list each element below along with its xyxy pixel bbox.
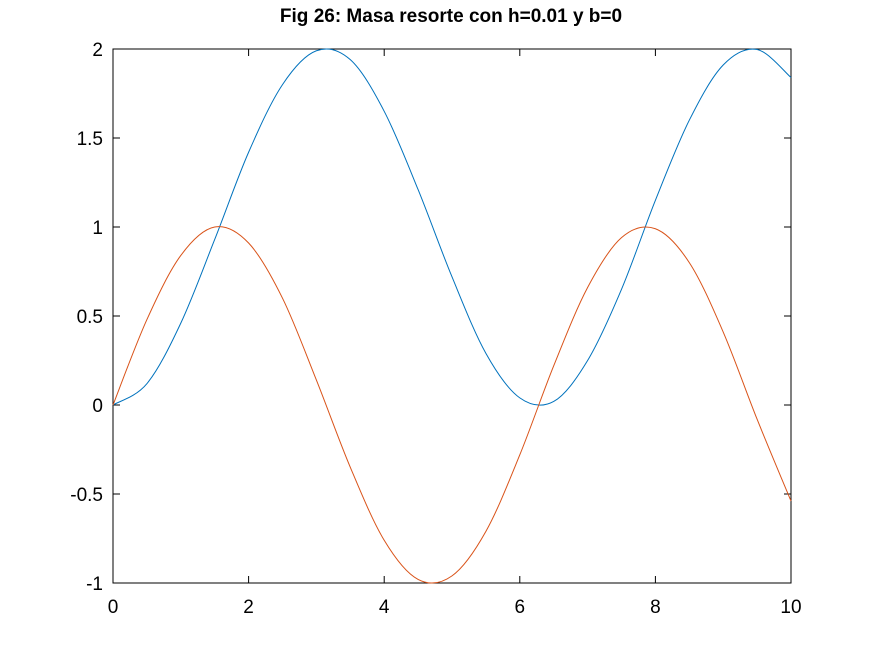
y-tick-label: 0.5 [77, 307, 103, 328]
x-tick-label: 0 [108, 597, 119, 618]
y-tick-label: 1.5 [77, 129, 103, 150]
x-tick-label: 6 [515, 597, 526, 618]
series-lines [112, 48, 792, 584]
series-line-2 [112, 226, 792, 584]
axis-ticks [112, 48, 792, 584]
chart-title: Fig 26: Masa resorte con h=0.01 y b=0 [280, 6, 622, 27]
y-tick-label: -0.5 [70, 485, 103, 506]
y-tick-label: 2 [92, 40, 103, 61]
x-tick-label: 8 [650, 597, 661, 618]
y-tick-label: -1 [86, 574, 103, 595]
y-tick-label: 0 [92, 396, 103, 417]
plot-area-frame [112, 48, 792, 584]
x-tick-label: 4 [379, 597, 390, 618]
series-line-1 [112, 48, 792, 406]
x-tick-label: 2 [243, 597, 254, 618]
x-tick-label: 10 [780, 597, 801, 618]
y-tick-label: 1 [92, 218, 103, 239]
axis-tick-labels: 0 2 4 6 8 10 -1 -0.5 0 0.5 1 1.5 2 [70, 40, 801, 618]
